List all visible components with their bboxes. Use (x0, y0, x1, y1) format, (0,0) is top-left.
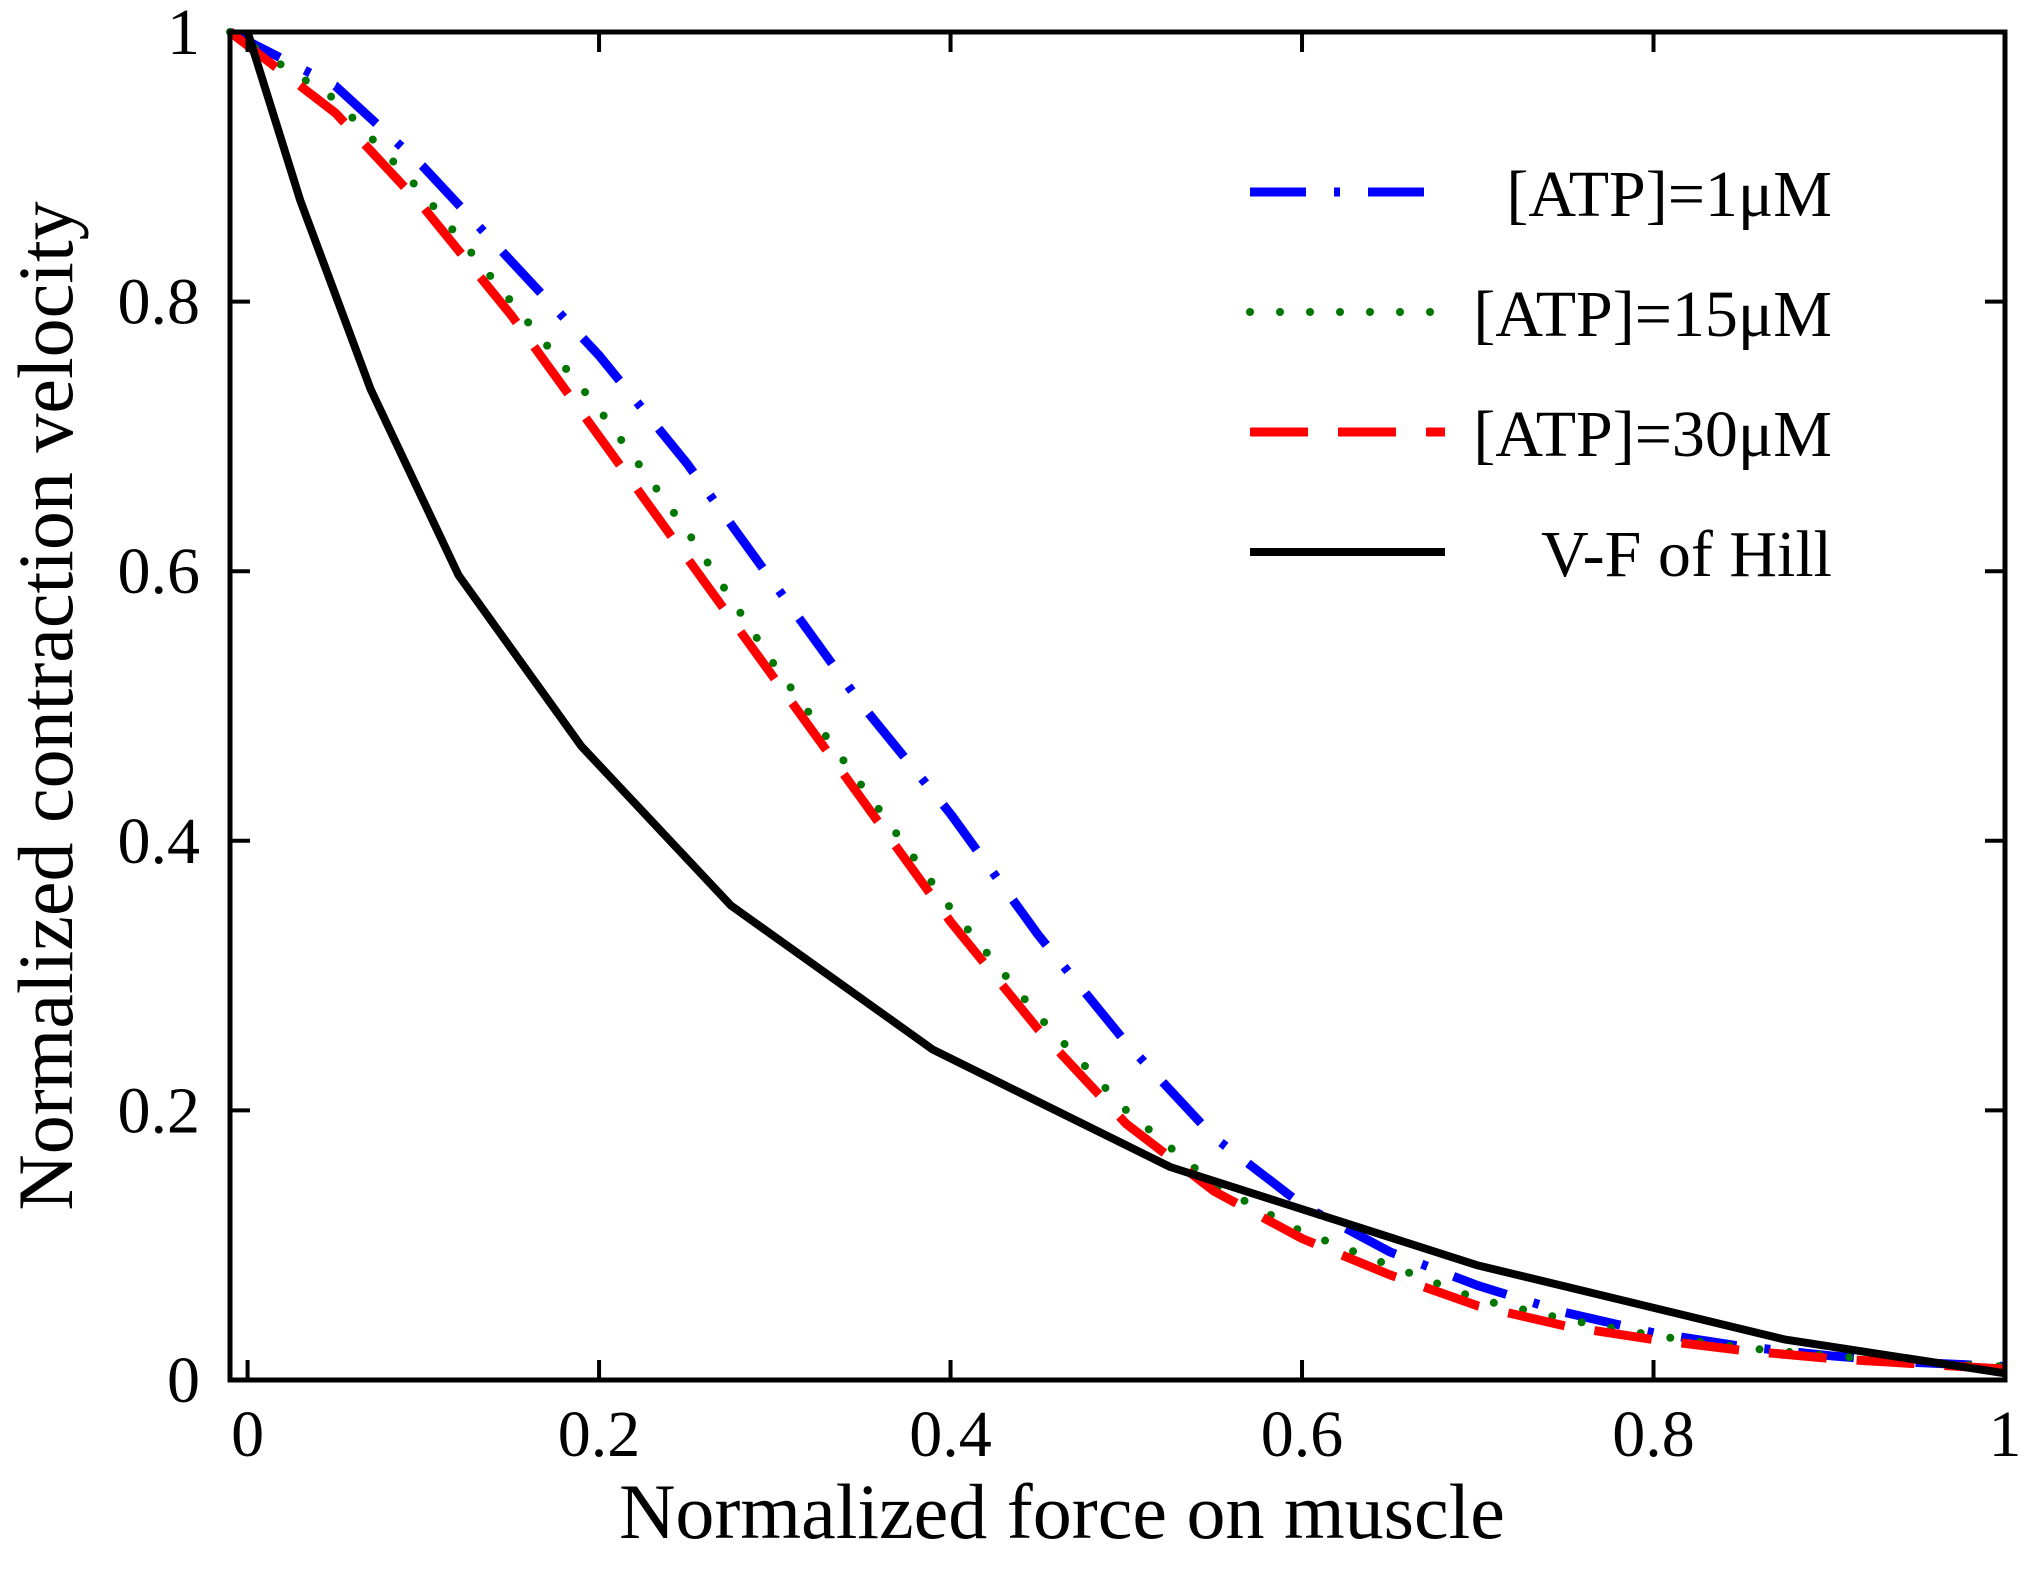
y-tick-label-4: 0.8 (118, 266, 201, 339)
legend: [ATP]=1μM [ATP]=15μM [ATP]=30μM V-F of H… (1246, 158, 1832, 591)
series-line-1 (226, 28, 2009, 1371)
x-tick-label-1: 0.2 (558, 1398, 641, 1471)
x-tick-label-3: 0.6 (1261, 1398, 1344, 1471)
x-tick-label-0: 0 (231, 1398, 264, 1471)
legend-label-atp-30: [ATP]=30μM (1473, 398, 1832, 471)
series-layer (226, 27, 2009, 1378)
x-tick-label-2: 0.4 (909, 1398, 992, 1471)
y-axis-title: Normalized contraction velocity (2, 201, 89, 1210)
y-tick-label-0: 0 (167, 1344, 200, 1417)
x-axis-title: Normalized force on muscle (619, 1468, 1505, 1555)
y-tick-label-1: 0.2 (118, 1074, 201, 1147)
series-line-3 (243, 30, 2006, 1378)
legend-label-atp-1: [ATP]=1μM (1506, 158, 1832, 231)
axis-ticks: 0 0.2 0.4 0.6 0.8 1 0 0.2 0.4 0.6 0.8 1 (118, 0, 2022, 1471)
x-tick-label-5: 1 (1989, 1398, 2022, 1471)
series-line-0 (227, 27, 2006, 1371)
series-line-2 (227, 28, 2006, 1374)
x-tick-label-4: 0.8 (1612, 1398, 1695, 1471)
y-tick-label-3: 0.6 (118, 535, 201, 608)
legend-label-hill: V-F of Hill (1541, 518, 1832, 591)
legend-label-atp-15: [ATP]=15μM (1473, 278, 1832, 351)
y-tick-label-5: 1 (167, 0, 200, 69)
plot-area-frame (227, 29, 2008, 1383)
y-tick-label-2: 0.4 (118, 805, 201, 878)
